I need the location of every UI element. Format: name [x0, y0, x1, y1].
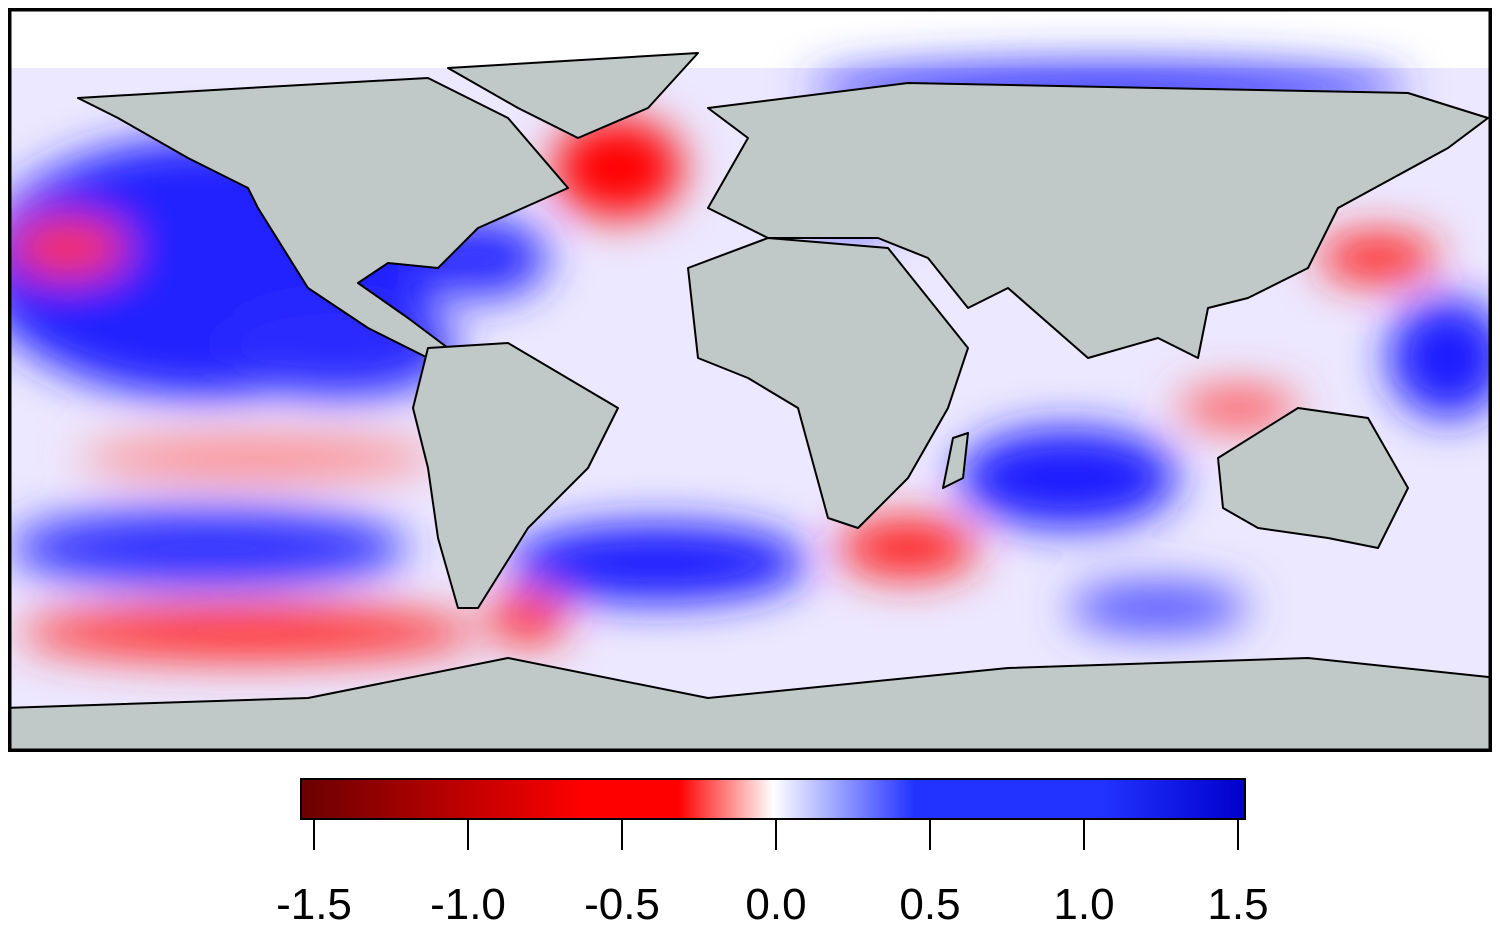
- north-america: [77, 77, 569, 359]
- australia: [1217, 407, 1409, 549]
- eurasia: [707, 82, 1489, 359]
- colorbar-tick: [929, 820, 931, 850]
- blue-region-indian-ocean: [958, 428, 1178, 528]
- africa: [687, 237, 969, 529]
- red-region-drake-passage: [488, 593, 568, 643]
- colorbar-tick: [1083, 820, 1085, 850]
- red-region-central-pacific: [8, 218, 128, 278]
- red-region-northwest-pacific: [1318, 233, 1438, 283]
- world-anomaly-map: [8, 8, 1492, 752]
- colorbar-tick: [621, 820, 623, 850]
- greenland: [447, 52, 699, 139]
- colorbar-tick: [1237, 820, 1239, 850]
- colorbar-tick: [467, 820, 469, 850]
- red-region-north-atlantic: [553, 118, 683, 218]
- red-region-southern-ocean: [18, 605, 478, 661]
- colorbar-tick: [313, 820, 315, 850]
- blue-region-south-pacific: [8, 508, 408, 588]
- red-region-south-pacific-band: [78, 438, 438, 478]
- colorbar: [300, 778, 1246, 820]
- colorbar-tick-label: 0.0: [745, 880, 807, 929]
- colorbar-tick: [775, 820, 777, 850]
- land-masses: [8, 52, 1492, 752]
- anomaly-field: [8, 63, 1492, 661]
- colorbar-tick-label: -0.5: [584, 880, 660, 929]
- blue-region-southern-ocean-east: [1068, 583, 1248, 633]
- colorbar-tick-label: -1.5: [276, 880, 352, 929]
- madagascar: [942, 432, 969, 489]
- red-region-maritime-continent: [1178, 388, 1298, 428]
- colorbar-tick-label: -1.0: [430, 880, 506, 929]
- antarctica: [8, 657, 1492, 752]
- colorbar-tick-label: 1.0: [1053, 880, 1115, 929]
- map-frame: [8, 8, 1492, 752]
- blue-region-south-atlantic: [508, 523, 808, 603]
- south-america: [412, 342, 619, 609]
- red-region-south-of-africa: [838, 518, 978, 578]
- blue-region-west-pacific: [1388, 298, 1492, 418]
- colorbar-tick-label: 0.5: [899, 880, 961, 929]
- colorbar-tick-label: 1.5: [1207, 880, 1269, 929]
